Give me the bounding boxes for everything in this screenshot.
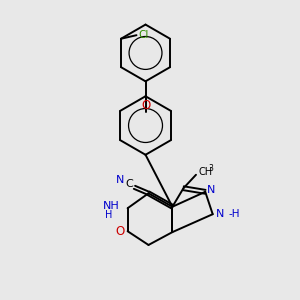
- Text: C: C: [126, 179, 134, 189]
- Text: Cl: Cl: [139, 30, 149, 40]
- Text: N: N: [216, 208, 224, 219]
- Text: N: N: [116, 175, 124, 185]
- Text: H: H: [105, 210, 113, 220]
- Text: O: O: [116, 225, 125, 238]
- Text: 3: 3: [208, 164, 213, 173]
- Text: NH: NH: [103, 201, 120, 211]
- Text: -H: -H: [228, 209, 240, 219]
- Text: CH: CH: [198, 167, 212, 177]
- Text: O: O: [141, 99, 150, 112]
- Text: N: N: [207, 185, 215, 195]
